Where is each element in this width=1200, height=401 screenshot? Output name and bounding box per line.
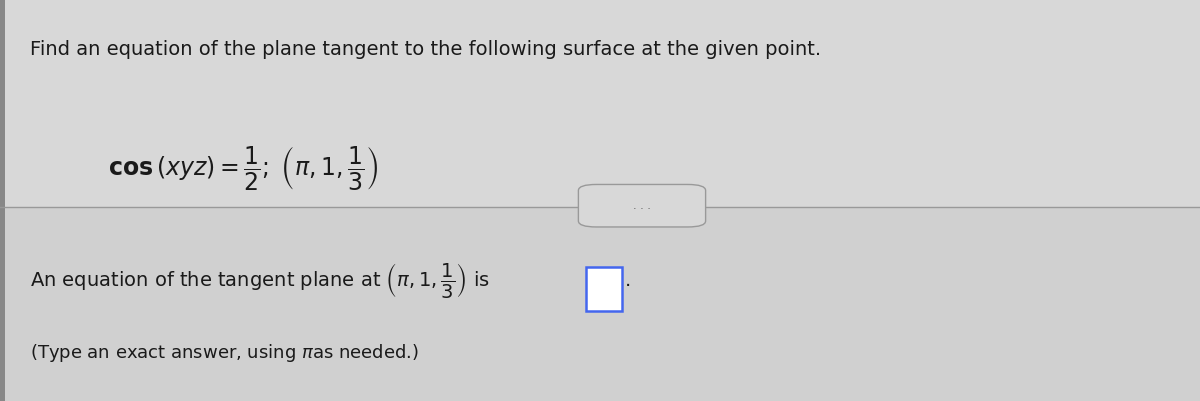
Text: .: . [625, 271, 631, 290]
Text: . . .: . . . [634, 201, 650, 211]
Text: Find an equation of the plane tangent to the following surface at the given poin: Find an equation of the plane tangent to… [30, 40, 821, 59]
Text: An equation of the tangent plane at $\left(\pi,1,\dfrac{1}{3}\right)$ is: An equation of the tangent plane at $\le… [30, 261, 490, 300]
FancyBboxPatch shape [578, 184, 706, 227]
Text: $\mathbf{cos}\,(xyz) = \dfrac{1}{2};\;\left(\pi,1,\dfrac{1}{3}\right)$: $\mathbf{cos}\,(xyz) = \dfrac{1}{2};\;\l… [108, 144, 379, 192]
Bar [0, 207, 1200, 401]
Text: (Type an exact answer, using $\pi$as needed.): (Type an exact answer, using $\pi$as nee… [30, 342, 419, 364]
FancyBboxPatch shape [586, 267, 622, 311]
Bar [0, 0, 1200, 207]
Bar [0, 0, 5, 401]
